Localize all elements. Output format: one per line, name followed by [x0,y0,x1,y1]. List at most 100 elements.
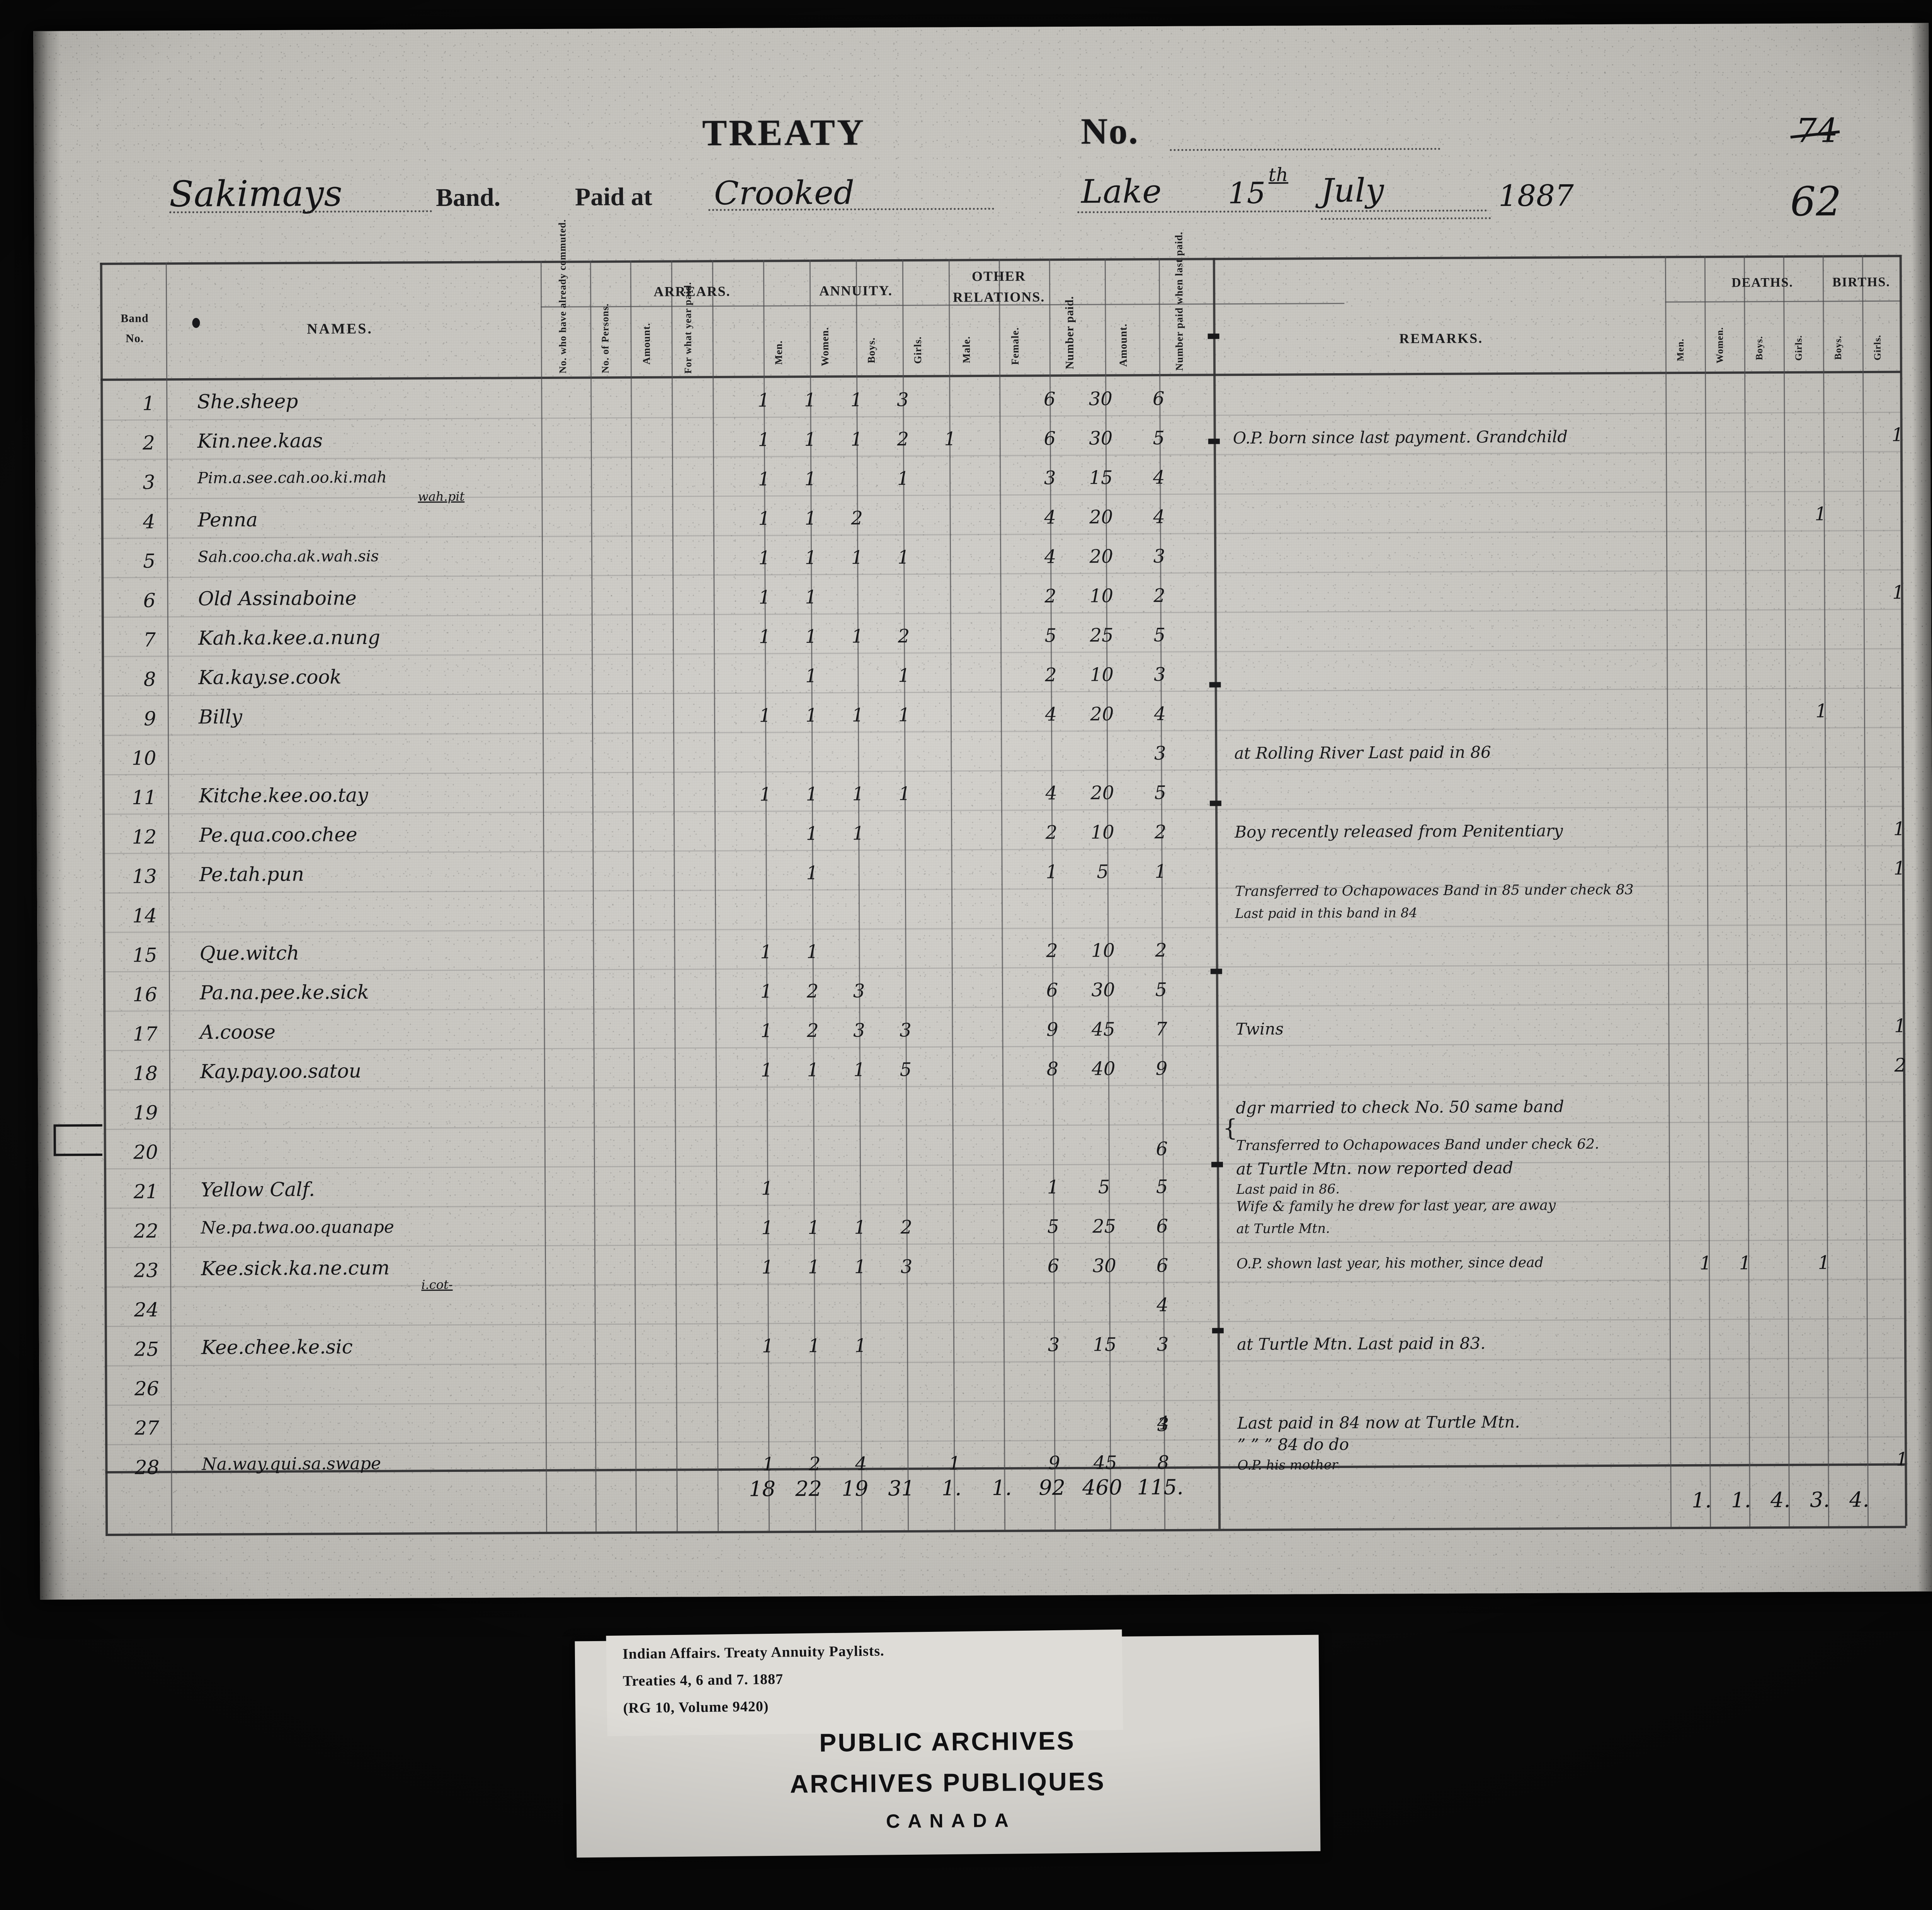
row-remarks: at Turtle Mtn. now reported dead [1236,1158,1513,1178]
column-header-bottom-rule [100,371,1901,381]
row-cell-boys: 1 [840,783,877,805]
date-month-value: July [1321,171,1384,209]
row-cell-girls: 1 [886,783,923,805]
row-cell-numpaid: 4 [1033,782,1070,804]
row-rule [103,1003,1904,1012]
total-amount: 460 [1079,1475,1126,1500]
row-cell-boys: 1 [842,1256,879,1278]
row-name: Penna [198,508,258,531]
row-cell-lastpaid: 5 [1142,782,1179,804]
archives-big-text-block: PUBLIC ARCHIVES ARCHIVES PUBLIQUES C A N… [575,1724,1320,1835]
row-cell-amount: 20 [1083,506,1120,528]
row-rule [104,1161,1905,1169]
col-border-arrears-persons [630,260,637,1531]
row-cell-numpaid: 1 [1034,1176,1071,1198]
row-cell-amount: 30 [1082,388,1119,410]
archives-label-slip: Indian Affairs. Treaty Annuity Paylists.… [606,1630,1123,1736]
treaty-number-rule [1170,148,1440,151]
row-cell-girls: 3 [888,1256,925,1278]
row-cell-amount: 15 [1086,1334,1123,1355]
group-header-other-relations-line1: OTHER [949,268,1049,284]
total-women: 22 [786,1477,832,1501]
row-cell-amount: 30 [1085,979,1122,1001]
row-cell-b-girls: 1 [1886,1448,1917,1470]
row-cell-amount: 45 [1087,1452,1124,1473]
row-band-number: 13 [111,865,157,888]
archives-public-archives: PUBLIC ARCHIVES [575,1724,1320,1760]
row-rule [104,1200,1905,1209]
row-cell-amount: 40 [1085,1058,1122,1079]
divider-tick [1211,1162,1223,1167]
row-rule [101,412,1901,421]
row-rule [105,1436,1906,1445]
table-bottom-border [105,1526,1906,1536]
row-band-number: 8 [109,668,156,691]
row-cell-amount: 25 [1086,1215,1123,1237]
date-rule [1321,217,1491,220]
row-cell-women: 1 [792,508,829,529]
band-name-value: Sakimays [169,173,343,215]
total-boys: 19 [832,1476,878,1501]
row-band-number: 23 [112,1259,158,1282]
row-rule [105,1318,1905,1327]
group-header-births: BIRTHS. [1823,275,1900,290]
divider-tick [1210,800,1221,806]
row-cell-boys: 3 [840,980,878,1002]
row-cell-lastpaid: 4 [1141,506,1178,528]
band-label: Band. [436,183,500,212]
row-name: Pe.tah.pun [199,863,304,886]
col-header-band-no-line1: Band [105,312,163,325]
row-cell-lastpaid: 6 [1144,1215,1181,1237]
row-cell-women: 1 [793,665,830,687]
row-cell-women: 1 [796,1335,833,1357]
row-name: Pa.na.pee.ke.sick [200,981,369,1004]
row-cell-amount: 10 [1084,821,1121,843]
col-header-number-paid-when-last: Number paid when last paid. [1171,272,1206,370]
row-rule [102,845,1903,854]
row-rule [103,924,1903,933]
row-cell-men: 1 [749,1335,786,1357]
row-cell-lastpaid: 7 [1143,1018,1180,1040]
row-remarks: Transferred to Ochapowaces Band in 85 un… [1235,882,1634,900]
col-border-left [100,263,108,1534]
row-cell-lastpaid: 5 [1143,1176,1180,1198]
row-cell-numpaid: 2 [1033,940,1070,962]
row-name: Kay.pay.oo.satou [200,1060,361,1083]
col-header-deaths-boys: Boys. [1754,328,1777,368]
col-border-deaths-women [1744,255,1750,1526]
row-cell-lastpaid: 3 [1141,664,1178,685]
row-remarks: ” ” ” 84 do do [1237,1435,1349,1454]
col-header-remarks: REMARKS. [1318,330,1565,347]
folio-number: 62 [1790,178,1842,225]
row-cell-men: 1 [747,705,784,726]
row-band-number: 14 [111,904,157,927]
row-cell-women: 1 [795,1256,832,1278]
place-value-part2: Lake [1081,172,1162,211]
col-header-names: NAMES. [243,320,436,338]
row-cell-numpaid: 5 [1035,1216,1072,1237]
row-name-annotation: i.cot- [421,1277,452,1292]
row-cell-men: 1 [745,468,782,490]
row-cell-boys: 1 [838,547,876,568]
row-cell-girls: 3 [887,1020,924,1041]
row-name: Ka.kay.se.cook [198,666,342,689]
row-cell-girls: 5 [887,1059,924,1081]
row-cell-boys: 1 [838,389,875,411]
row-remarks: at Rolling River Last paid in 86 [1234,743,1491,763]
total-male: 1. [929,1476,975,1500]
row-band-number: 15 [111,944,157,967]
row-rule [104,1082,1904,1091]
row-cell-amount: 5 [1085,1176,1122,1198]
col-border-deaths-men [1704,256,1711,1527]
group-header-deaths: DEATHS. [1704,275,1820,291]
group-header-other-relations-line2: RELATIONS. [941,289,1057,305]
row-band-number: 2 [109,432,155,454]
row-remarks: Twins [1235,1020,1284,1039]
row-cell-women: 2 [794,1020,831,1042]
row-cell-lastpaid: 9 [1143,1058,1180,1079]
row-cell-lastpaid: 3 [1141,743,1179,764]
row-cell-women: 1 [794,1059,832,1081]
row-rule [102,688,1903,697]
row-cell-boys: 1 [842,1217,879,1238]
row-cell-numpaid: 6 [1035,1255,1072,1277]
